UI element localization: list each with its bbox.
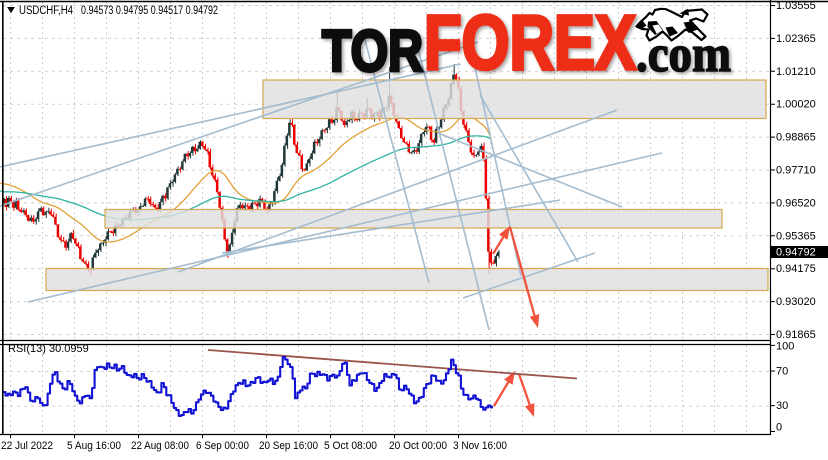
svg-text:70: 70 [776, 366, 788, 378]
svg-text:30: 30 [776, 400, 788, 412]
svg-text:RSI(13) 30.0959: RSI(13) 30.0959 [8, 343, 89, 355]
svg-text:0.95365: 0.95365 [776, 230, 816, 242]
svg-text:100: 100 [776, 341, 794, 353]
svg-text:1.03555: 1.03555 [776, 0, 816, 12]
svg-text:20 Oct 00:00: 20 Oct 00:00 [389, 440, 447, 452]
svg-text:22 Jul 2022: 22 Jul 2022 [1, 440, 53, 452]
svg-text:1.00020: 1.00020 [776, 99, 816, 111]
svg-text:5 Oct 08:00: 5 Oct 08:00 [324, 440, 377, 452]
svg-text:USDCHF,H4: USDCHF,H4 [19, 5, 73, 17]
svg-text:1.02365: 1.02365 [776, 33, 816, 45]
svg-text:0: 0 [776, 422, 782, 434]
svg-text:0.93020: 0.93020 [776, 296, 816, 308]
svg-text:0.94175: 0.94175 [776, 263, 816, 275]
svg-text:22 Aug 08:00: 22 Aug 08:00 [131, 440, 189, 452]
svg-text:FOREX: FOREX [424, 0, 636, 86]
svg-text:0.97710: 0.97710 [776, 165, 816, 177]
svg-text:1.01210: 1.01210 [776, 66, 816, 78]
svg-text:5 Aug 16:00: 5 Aug 16:00 [67, 440, 121, 452]
svg-text:3 Nov 16:00: 3 Nov 16:00 [453, 440, 507, 452]
svg-text:0.94573 0.94795 0.94517 0.9479: 0.94573 0.94795 0.94517 0.94792 [81, 5, 218, 17]
svg-text:0.91865: 0.91865 [776, 329, 816, 341]
svg-text:0.96520: 0.96520 [776, 197, 816, 209]
svg-text:6 Sep 00:00: 6 Sep 00:00 [196, 440, 249, 452]
svg-text:TOR: TOR [322, 19, 423, 84]
svg-text:0.98865: 0.98865 [776, 132, 816, 144]
svg-text:20 Sep 16:00: 20 Sep 16:00 [259, 440, 318, 452]
svg-text:0.94792: 0.94792 [776, 247, 816, 259]
